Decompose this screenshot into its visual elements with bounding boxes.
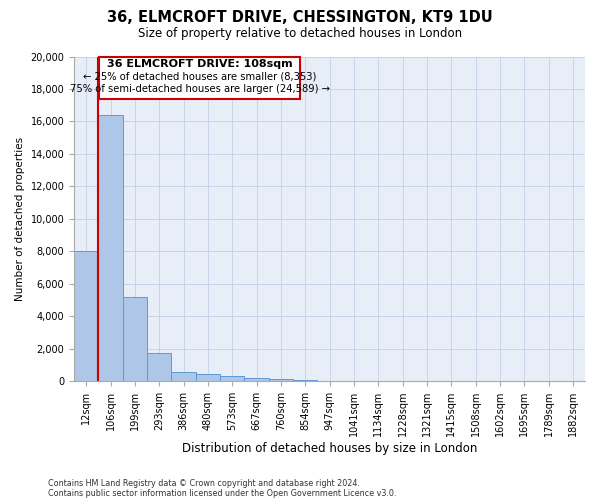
Text: 36 ELMCROFT DRIVE: 108sqm: 36 ELMCROFT DRIVE: 108sqm	[107, 59, 292, 69]
Text: 36, ELMCROFT DRIVE, CHESSINGTON, KT9 1DU: 36, ELMCROFT DRIVE, CHESSINGTON, KT9 1DU	[107, 10, 493, 25]
Bar	[74, 251, 98, 381]
Bar	[269, 379, 293, 381]
FancyBboxPatch shape	[99, 56, 301, 98]
Bar	[98, 116, 123, 381]
Text: 75% of semi-detached houses are larger (24,589) →: 75% of semi-detached houses are larger (…	[70, 84, 329, 94]
Y-axis label: Number of detached properties: Number of detached properties	[15, 137, 25, 301]
Bar	[293, 380, 317, 381]
Text: ← 25% of detached houses are smaller (8,353): ← 25% of detached houses are smaller (8,…	[83, 72, 316, 82]
Text: Contains HM Land Registry data © Crown copyright and database right 2024.: Contains HM Land Registry data © Crown c…	[48, 478, 360, 488]
Text: Size of property relative to detached houses in London: Size of property relative to detached ho…	[138, 28, 462, 40]
Bar	[244, 378, 269, 381]
Bar	[123, 297, 147, 381]
X-axis label: Distribution of detached houses by size in London: Distribution of detached houses by size …	[182, 442, 477, 455]
Text: Contains public sector information licensed under the Open Government Licence v3: Contains public sector information licen…	[48, 488, 397, 498]
Bar	[196, 374, 220, 381]
Bar	[147, 353, 172, 381]
Bar	[172, 372, 196, 381]
Bar	[220, 376, 244, 381]
